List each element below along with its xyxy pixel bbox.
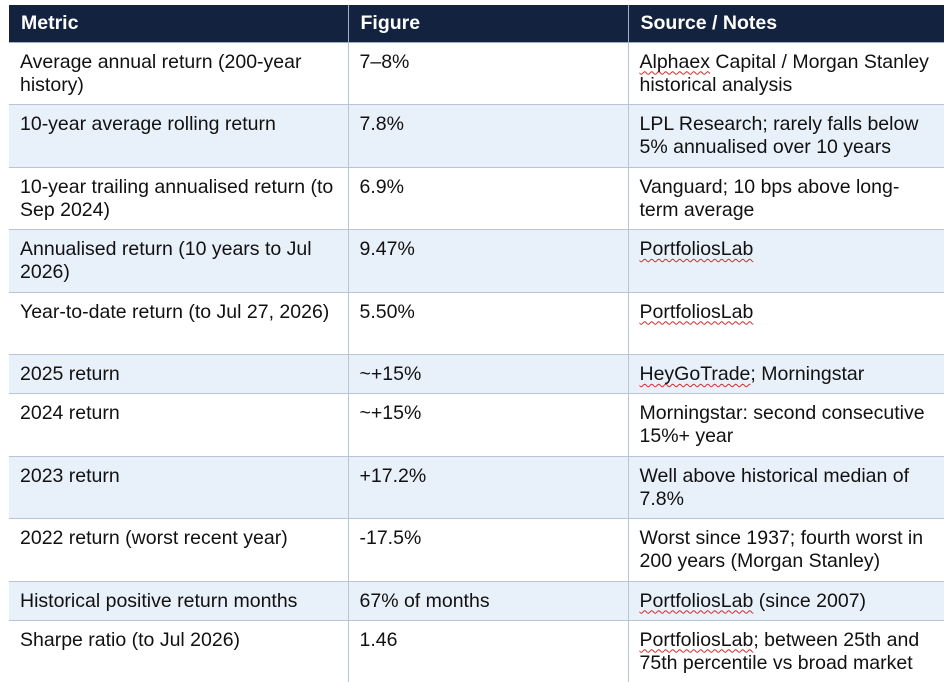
source-cell: PortfoliosLab; between 25th and 75th per… xyxy=(627,619,944,682)
table-row: Annualised return (10 years to Jul 2026)… xyxy=(9,229,944,293)
source-text: Capital / Morgan Stanley historical anal… xyxy=(639,50,929,96)
source-text: (since 2007) xyxy=(753,589,867,612)
source-cell: Worst since 1937; fourth worst in 200 ye… xyxy=(627,518,944,582)
header-figure: Figure xyxy=(347,5,629,43)
source-cell: Well above historical median of 7.8% xyxy=(627,455,944,519)
source-cell: HeyGoTrade; Morningstar xyxy=(627,354,944,394)
source-cell: Alphaex Capital / Morgan Stanley histori… xyxy=(627,41,944,105)
metric-cell: 10-year average rolling return xyxy=(9,104,349,168)
figure-cell: 7.8% xyxy=(347,104,629,168)
table-row: Average annual return (200-year history)… xyxy=(9,41,944,105)
header-source-notes: Source / Notes xyxy=(627,5,944,43)
figure-cell: 1.46 xyxy=(347,619,629,682)
table-row: 2023 return +17.2% Well above historical… xyxy=(9,455,944,519)
returns-table: Metric Figure Source / Notes Average ann… xyxy=(9,5,944,682)
header-metric: Metric xyxy=(9,5,349,43)
source-cell: PortfoliosLab xyxy=(627,229,944,293)
source-cell: PortfoliosLab xyxy=(627,291,944,355)
metric-cell: 10-year trailing annualised return (to S… xyxy=(9,166,349,230)
figure-cell: ~+15% xyxy=(347,393,629,457)
metric-cell: 2025 return xyxy=(9,354,349,394)
figure-cell: 5.50% xyxy=(347,291,629,355)
table-row: 2024 return ~+15% Morningstar: second co… xyxy=(9,393,944,457)
source-cell: Morningstar: second consecutive 15%+ yea… xyxy=(627,393,944,457)
source-text: Well above historical median of 7.8% xyxy=(639,464,910,510)
spellcheck-flagged-word: PortfoliosLab xyxy=(639,238,754,260)
table-row: 10-year average rolling return 7.8% LPL … xyxy=(9,104,944,168)
source-text: Morningstar: second consecutive 15%+ yea… xyxy=(639,402,925,447)
metric-cell: Annualised return (10 years to Jul 2026) xyxy=(9,229,349,293)
metric-cell: 2024 return xyxy=(9,393,349,457)
source-text: LPL Research; rarely falls below 5% annu… xyxy=(639,113,919,158)
source-cell: LPL Research; rarely falls below 5% annu… xyxy=(627,104,944,168)
source-text: ; Morningstar xyxy=(750,363,865,385)
source-text: Worst since 1937; fourth worst in 200 ye… xyxy=(639,527,924,572)
table-row: Sharpe ratio (to Jul 2026) 1.46 Portfoli… xyxy=(9,619,944,682)
metric-cell: 2022 return (worst recent year) xyxy=(9,518,349,582)
spellcheck-flagged-word: PortfoliosLab xyxy=(639,300,754,323)
figure-cell: ~+15% xyxy=(347,354,629,394)
figure-cell: 7–8% xyxy=(347,41,629,105)
spellcheck-flagged-word: Alphaex xyxy=(639,50,710,73)
source-text: Vanguard; 10 bps above long-term average xyxy=(639,175,900,221)
source-cell: Vanguard; 10 bps above long-term average xyxy=(627,166,944,230)
figure-cell: 67% of months xyxy=(347,580,629,621)
figure-cell: 9.47% xyxy=(347,229,629,293)
table-row: Historical positive return months 67% of… xyxy=(9,580,944,621)
metric-cell: Historical positive return months xyxy=(9,580,349,621)
source-text: ; between 25th and 75th percentile vs br… xyxy=(639,628,920,674)
metric-cell: Sharpe ratio (to Jul 2026) xyxy=(9,619,349,682)
table-row: Year-to-date return (to Jul 27, 2026) 5.… xyxy=(9,291,944,355)
spellcheck-flagged-word: PortfoliosLab xyxy=(639,589,754,612)
table-row: 10-year trailing annualised return (to S… xyxy=(9,166,944,230)
figure-cell: +17.2% xyxy=(347,455,629,519)
table-row: 2022 return (worst recent year) -17.5% W… xyxy=(9,518,944,582)
figure-cell: 6.9% xyxy=(347,166,629,230)
metric-cell: 2023 return xyxy=(9,455,349,519)
spellcheck-flagged-word: PortfoliosLab xyxy=(639,628,754,651)
table-header-row: Metric Figure Source / Notes xyxy=(9,5,944,43)
table-row: 2025 return ~+15% HeyGoTrade; Morningsta… xyxy=(9,354,944,394)
metric-cell: Year-to-date return (to Jul 27, 2026) xyxy=(9,291,349,355)
source-cell: PortfoliosLab (since 2007) xyxy=(627,580,944,621)
figure-cell: -17.5% xyxy=(347,518,629,582)
metric-cell: Average annual return (200-year history) xyxy=(9,41,349,105)
spellcheck-flagged-word: HeyGoTrade xyxy=(639,363,751,385)
